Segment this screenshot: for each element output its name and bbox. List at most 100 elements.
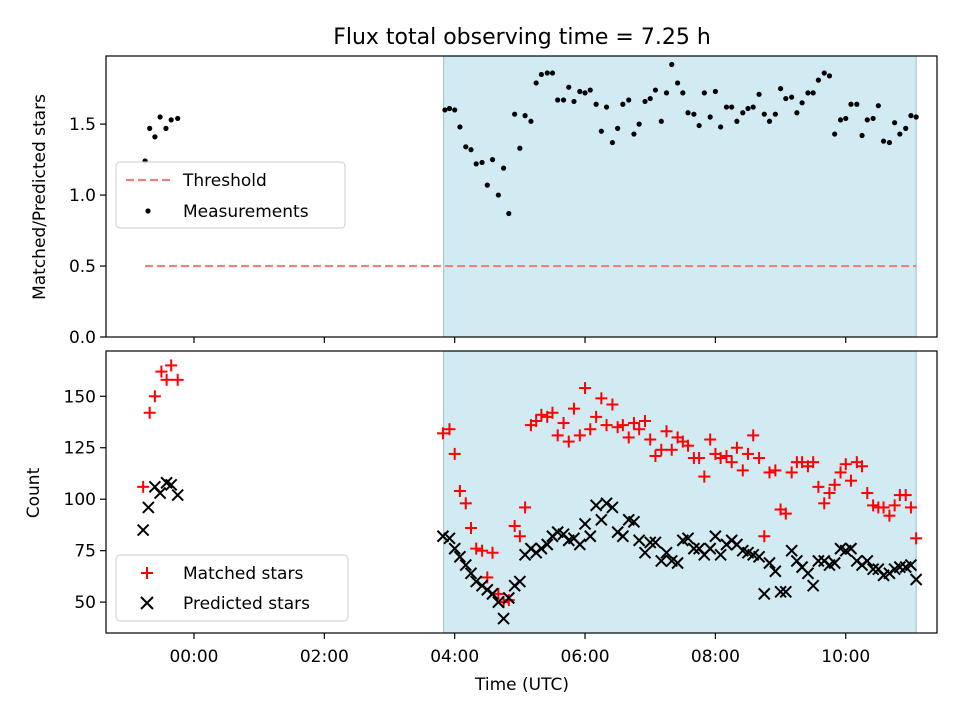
measurement-point	[837, 117, 844, 123]
matched-star-marker	[557, 417, 570, 430]
matched-star-marker	[828, 478, 841, 491]
bottom-panel-shade	[443, 350, 917, 634]
predicted-star-marker	[541, 538, 554, 551]
predicted-star-marker	[589, 499, 603, 512]
measurement-point	[870, 115, 876, 122]
predicted-star-marker	[893, 560, 907, 574]
predicted-star-marker	[627, 515, 641, 529]
measurement-point	[147, 125, 153, 131]
measurement-point	[723, 104, 730, 110]
measurement-point	[718, 124, 724, 130]
predicted-star-marker	[142, 501, 155, 514]
matched-star-marker	[904, 501, 917, 514]
predicted-star-marker	[459, 558, 472, 572]
measurement-point	[457, 124, 463, 130]
measurement-point	[875, 103, 881, 109]
measurement-point	[484, 182, 490, 188]
measurement-point	[442, 107, 448, 113]
matched-star-marker	[834, 466, 847, 479]
bottom-panel-frame	[105, 350, 938, 634]
predicted-star-marker	[513, 575, 527, 588]
bottom-y-tick-label: 125	[64, 439, 96, 459]
measurement-point	[729, 104, 735, 110]
matched-star-marker	[655, 443, 668, 456]
predicted-star-marker	[584, 530, 597, 543]
top-y-tick-label: 1.5	[69, 115, 96, 135]
predicted-star-marker	[644, 536, 657, 549]
matched-star-marker	[818, 497, 831, 510]
top-y-tick-label: 0.0	[69, 328, 96, 348]
predicted-star-marker	[632, 534, 646, 547]
predicted-star-marker	[861, 554, 874, 568]
matched-star-marker	[823, 487, 836, 500]
measurement-point	[832, 131, 838, 137]
measurement-point	[593, 101, 599, 107]
measurement-point	[157, 114, 163, 120]
measurement-point	[908, 113, 914, 119]
matched-star-marker	[573, 429, 586, 442]
matched-star-marker	[600, 419, 613, 432]
measurement-point	[848, 101, 854, 107]
measurement-point	[549, 70, 556, 76]
measurement-point	[766, 118, 773, 124]
measurement-point	[528, 118, 534, 124]
measurement-point	[620, 101, 626, 107]
matched-star-marker	[492, 587, 505, 600]
measurement-point	[452, 107, 458, 113]
bottom-legend: Matched stars Predicted stars	[115, 554, 349, 622]
bottom-y-tick-label: 75	[74, 542, 96, 562]
predicted-star-marker	[492, 595, 505, 609]
matched-star-marker	[741, 447, 754, 460]
bottom-y-tick-label: 50	[74, 593, 96, 613]
measurement-point	[571, 98, 577, 105]
predicted-star-marker	[606, 501, 619, 514]
top-panel-shade	[443, 55, 917, 338]
matched-star-marker	[448, 447, 461, 460]
matched-star-marker	[867, 499, 880, 512]
predicted-star-marker	[703, 542, 717, 555]
top-legend-box	[115, 161, 346, 229]
matched-star-marker	[665, 443, 678, 456]
matched-star-marker	[595, 392, 608, 405]
x-tick-label: 02:00	[300, 647, 349, 667]
measurement-point	[642, 98, 648, 105]
bottom-panel-matched-points	[137, 359, 923, 609]
measurement-point	[631, 131, 637, 137]
matched-star-marker	[502, 594, 515, 607]
matched-star-marker	[639, 414, 652, 427]
predicted-star-marker	[464, 567, 478, 580]
measurement-point	[533, 80, 539, 86]
matched-star-marker	[861, 487, 874, 500]
matched-star-marker	[148, 390, 161, 403]
chart-title: Flux total observing time = 7.25 h	[333, 25, 711, 50]
measurement-point	[674, 80, 681, 86]
predicted-star-marker	[486, 587, 499, 601]
predicted-star-marker	[453, 550, 467, 564]
top-legend: Threshold Measurements	[115, 161, 346, 229]
matched-star-marker	[453, 484, 466, 497]
matched-star-marker	[644, 433, 657, 446]
matched-star-marker	[584, 423, 597, 436]
matched-star-marker	[747, 429, 760, 442]
matched-star-marker	[704, 433, 717, 446]
matched-star-marker	[633, 423, 646, 436]
measurement-point	[680, 90, 686, 96]
measurement-point	[609, 139, 616, 146]
predicted-star-marker	[573, 538, 587, 551]
bottom-panel-predicted-points	[136, 476, 923, 625]
matched-star-marker	[807, 456, 820, 469]
measurement-point	[913, 114, 919, 120]
matched-star-marker	[627, 417, 640, 430]
measurement-point	[663, 90, 670, 96]
predicted-star-marker	[806, 579, 820, 592]
matched-star-marker	[660, 425, 673, 438]
measurement-point	[750, 104, 756, 110]
matched-star-marker	[714, 452, 727, 465]
predicted-star-marker	[535, 542, 548, 555]
bottom-panel: 50 75 100 125 150 00:00 02:00 04:00 06:00 08:00 1…	[24, 350, 938, 695]
predicted-star-marker	[774, 585, 787, 599]
legend-predicted-swatch	[140, 596, 154, 610]
matched-star-marker	[736, 464, 749, 477]
predicted-star-marker	[448, 542, 461, 555]
